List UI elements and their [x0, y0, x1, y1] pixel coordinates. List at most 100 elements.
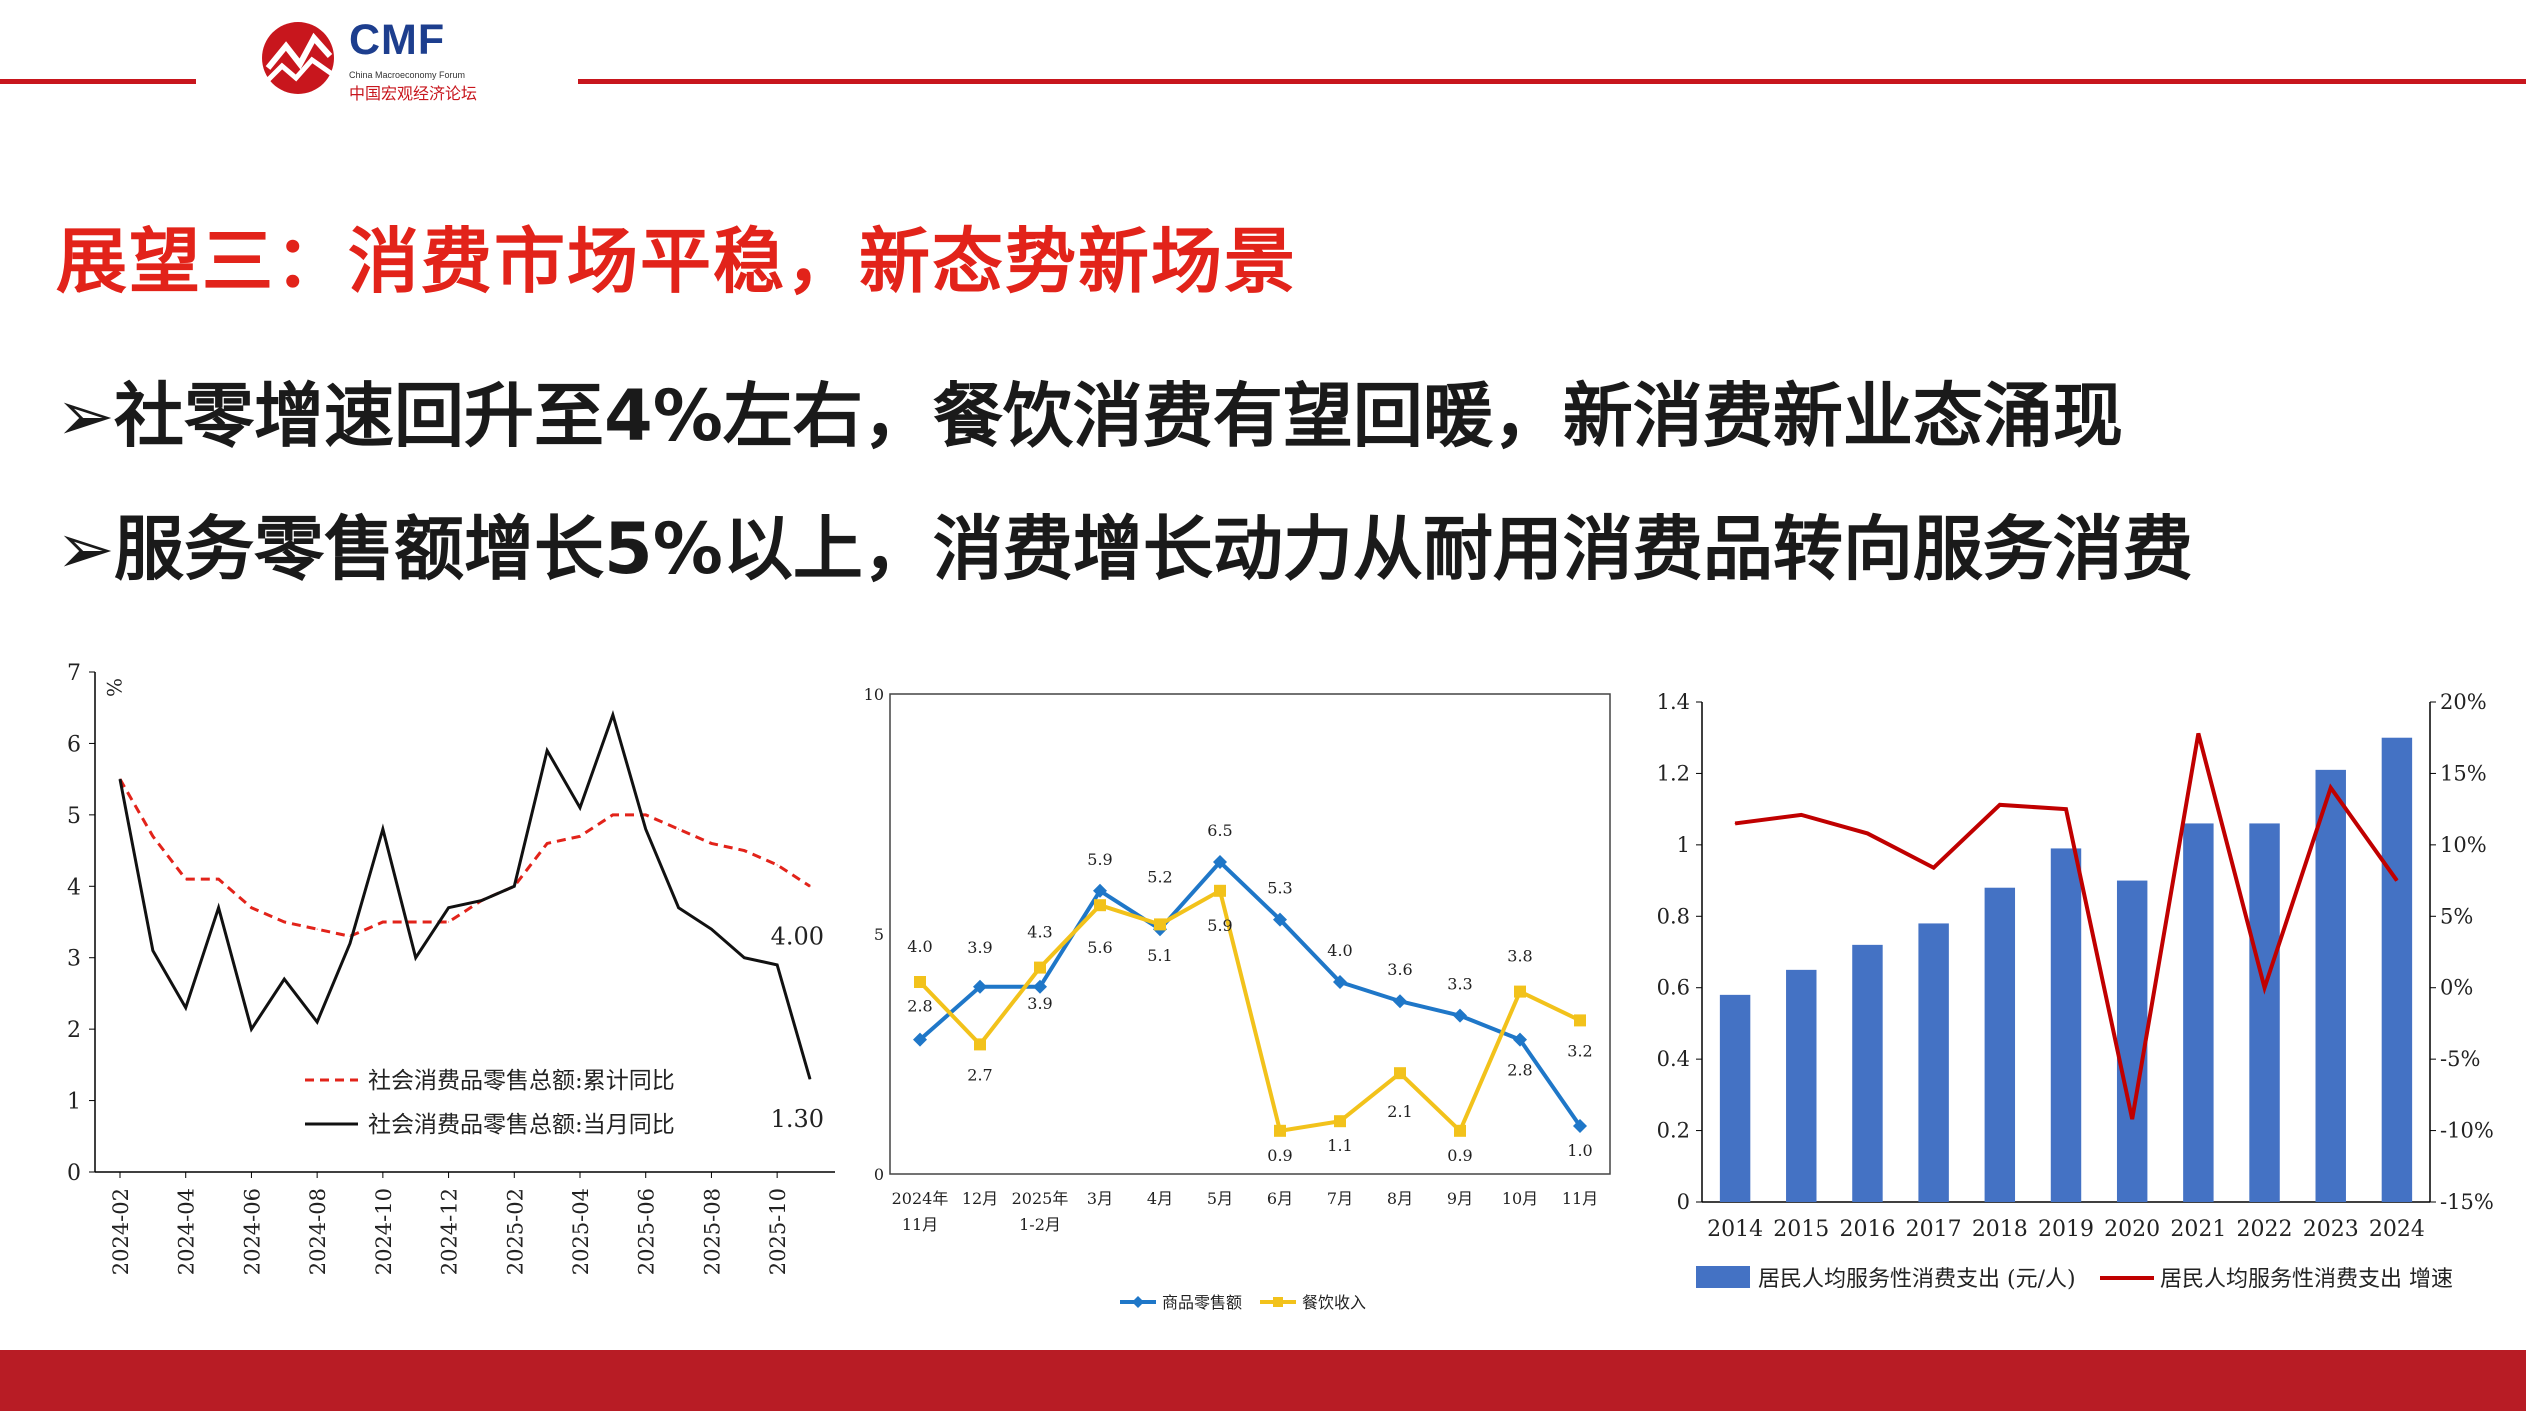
data-point: [415, 957, 417, 959]
x-tick-label: 2024-08: [306, 1188, 330, 1275]
data-point: [1999, 804, 2001, 806]
data-label: 0.9: [1267, 1146, 1292, 1165]
data-point: [809, 885, 811, 887]
data-point: [1734, 822, 1736, 824]
y-tick-label: 0.4: [1657, 1047, 1690, 1071]
x-tick-label: 6月: [1267, 1189, 1293, 1208]
cmf-logo: CMF China Macroeconomy Forum 中国宏观经济论坛: [256, 16, 586, 103]
data-label: 5.6: [1087, 938, 1112, 957]
data-label: 5.9: [1087, 850, 1112, 869]
x-tick-label: 2024-02: [109, 1188, 133, 1275]
footer-bar: [0, 1350, 2526, 1411]
x-tick-label: 2020: [2104, 1217, 2160, 1242]
data-point: [776, 964, 778, 966]
y2-tick-label: 0%: [2440, 976, 2473, 1000]
plot-frame: [889, 693, 1611, 1175]
data-point: [1514, 985, 1526, 998]
data-point: [283, 921, 285, 923]
legend-swatch: [1696, 1266, 1750, 1288]
data-label: 5.2: [1147, 867, 1172, 886]
data-point: [1393, 994, 1407, 1009]
y2-tick-label: -10%: [2440, 1119, 2494, 1143]
data-point: [152, 835, 154, 837]
series-line-2: [118, 709, 812, 1080]
y-tick-label: 5: [874, 925, 884, 944]
y-tick-label: 6: [67, 732, 81, 757]
legend-label: 商品零售额: [1162, 1293, 1242, 1312]
y-tick-label: 0.8: [1657, 904, 1690, 928]
data-point: [612, 814, 614, 816]
data-point: [218, 907, 220, 909]
data-point: [2065, 808, 2067, 810]
data-label: 3.3: [1447, 975, 1472, 994]
legend-label: 餐饮收入: [1302, 1293, 1366, 1312]
data-point: [152, 950, 154, 952]
data-label: 3.9: [1027, 994, 1052, 1013]
data-label: 3.2: [1567, 1041, 1592, 1060]
bullet-2-text: 服务零售额增长5%以上，消费增长动力从耐用消费品转向服务消费: [114, 508, 2193, 590]
x-tick-label: 2014: [1707, 1217, 1763, 1242]
x-tick-label: 2024-12: [438, 1188, 462, 1275]
data-point: [250, 1028, 252, 1030]
data-label: 4.0: [907, 937, 932, 956]
data-point: [1454, 1124, 1466, 1137]
y-tick-label: 3: [67, 947, 81, 972]
legend-label: 居民人均服务性消费支出 增速: [2160, 1267, 2453, 1292]
data-point: [776, 864, 778, 866]
legend-marker: [1273, 1297, 1283, 1307]
y2-tick-label: -15%: [2440, 1190, 2494, 1214]
y-axis-unit: %: [102, 678, 126, 697]
data-label: 2.1: [1387, 1102, 1412, 1121]
y-tick-label: 0: [67, 1161, 81, 1186]
y-tick-label: 1: [67, 1090, 81, 1115]
data-point: [513, 885, 515, 887]
data-label: 3.9: [967, 938, 992, 957]
data-point: [579, 807, 581, 809]
logo-name: CMF: [349, 16, 446, 64]
y-tick-label: 7: [67, 661, 81, 686]
y-tick-label: 4: [67, 875, 81, 900]
data-point: [678, 828, 680, 830]
data-label: 2.7: [967, 1065, 992, 1084]
data-point: [283, 978, 285, 980]
x-tick-label: 2025-06: [635, 1188, 659, 1275]
end-label-cumulative: 4.00: [771, 922, 824, 950]
y-tick-label: 1.2: [1657, 761, 1690, 785]
x-tick-label: 9月: [1447, 1189, 1473, 1208]
data-point: [546, 842, 548, 844]
bar: [1852, 944, 1883, 1202]
y2-tick-label: 20%: [2440, 690, 2487, 714]
y-tick-label: 5: [67, 804, 81, 829]
data-point: [349, 935, 351, 937]
series-line-1: [918, 859, 1582, 1128]
x-tick-label: 2025-08: [700, 1188, 724, 1275]
data-point: [316, 1021, 318, 1023]
x-tick-label: 2024: [2369, 1217, 2425, 1242]
data-point: [1866, 832, 1868, 834]
data-point: [743, 850, 745, 852]
logo-mark-icon: [262, 22, 334, 94]
data-point: [2330, 787, 2332, 789]
data-point: [250, 907, 252, 909]
data-point: [480, 900, 482, 902]
data-label: 0.9: [1447, 1146, 1472, 1165]
data-point: [1573, 1119, 1587, 1133]
data-point: [1394, 1067, 1406, 1080]
data-point: [1034, 961, 1046, 974]
x-tick-label: 2017: [1906, 1217, 1962, 1242]
bar: [1719, 994, 1751, 1202]
legend-label: 社会消费品零售总额:累计同比: [368, 1068, 675, 1094]
series-line-1: [118, 778, 811, 938]
x-tick-label: 7月: [1327, 1189, 1353, 1208]
bullet-arrow-icon: ➢: [56, 375, 115, 457]
data-point: [1274, 1124, 1286, 1137]
data-point: [185, 878, 187, 880]
legend-marker: [1132, 1296, 1144, 1308]
data-point: [913, 1032, 927, 1047]
data-label: 1.1: [1327, 1136, 1352, 1155]
data-point: [809, 1078, 811, 1080]
x-tick-label: 2025-10: [766, 1188, 790, 1275]
y-tick-label: 1: [1677, 833, 1690, 857]
x-tick-label: 2025-02: [503, 1188, 527, 1275]
logo-chinese: 中国宏观经济论坛: [349, 84, 478, 103]
